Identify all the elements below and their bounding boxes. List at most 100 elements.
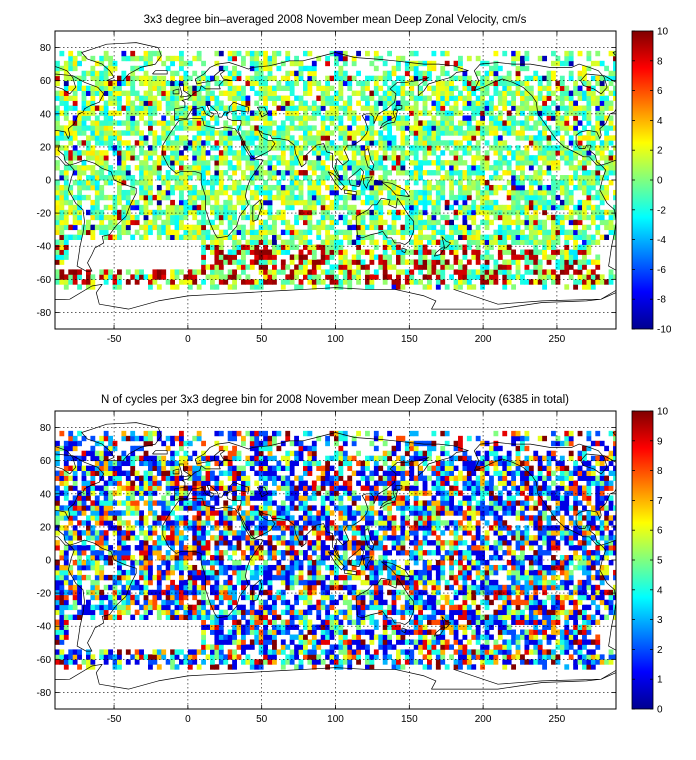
data-bin [311,634,317,640]
data-bin [183,274,189,280]
data-bin [604,75,610,82]
data-bin [537,110,543,116]
data-bin [307,244,313,250]
data-bin [431,644,437,650]
data-bin [493,120,499,126]
data-bin [524,90,530,96]
data-bin [316,55,322,62]
data-bin [511,634,517,640]
colorbar-tick-label: 6 [657,86,663,97]
data-bin [183,145,189,151]
data-bin [227,55,233,62]
data-bin [289,110,295,116]
data-bin [90,130,96,136]
data-bin [249,264,255,270]
data-bin [577,165,583,171]
data-bin [453,659,459,665]
data-bin [493,170,499,176]
data-bin [409,130,415,136]
data-bin [276,85,282,91]
data-bin [325,249,330,255]
data-bin [249,175,255,181]
data-bin [511,639,517,645]
data-bin [449,189,455,196]
data-bin [400,140,406,146]
data-bin [413,234,419,240]
data-bin [130,150,136,156]
data-bin [103,75,109,82]
data-bin [316,234,322,240]
data-bin [272,214,277,221]
data-bin [418,649,423,655]
data-bin [267,175,273,181]
data-bin [551,194,556,201]
data-bin [201,199,206,206]
data-bin [267,160,273,166]
data-bin [409,85,415,91]
data-bin [378,219,384,226]
data-bin [68,184,74,191]
data-bin [573,130,579,136]
data-bin [218,654,224,660]
data-bin [196,120,202,126]
data-bin [232,649,237,655]
data-bin [303,100,308,106]
data-bin [307,184,313,191]
data-bin [72,659,78,665]
data-bin [400,209,406,216]
data-bin [378,180,384,186]
data-bin [418,130,423,136]
data-bin [267,214,273,221]
data-bin [413,50,419,57]
data-bin [542,634,548,640]
data-bin [205,199,211,206]
data-bin [294,229,299,236]
data-bin [103,279,109,285]
data-bin [325,214,330,221]
data-bin [356,259,361,265]
data-bin [400,259,406,265]
data-bin [72,105,78,111]
data-bin [444,219,450,226]
data-bin [236,239,242,245]
data-bin [342,274,348,280]
data-bin [356,234,361,240]
data-bin [369,639,375,645]
data-bin [245,155,251,161]
data-bin [55,209,60,216]
data-bin [431,115,437,121]
data-bin [435,80,441,87]
data-bin [249,209,255,216]
data-bin [537,180,543,186]
data-bin [294,70,299,77]
data-bin [582,664,587,670]
data-bin [520,239,525,245]
data-bin [542,184,548,191]
data-bin [444,80,450,87]
data-bin [311,629,317,635]
data-bin [294,75,299,82]
data-bin [462,234,468,240]
data-bin [360,125,366,131]
data-bin [325,239,330,245]
data-bin [524,100,530,106]
data-bin [427,279,432,285]
data-bin [214,75,220,82]
data-bin [365,130,370,136]
data-bin [187,234,193,240]
data-bin [108,175,113,181]
data-bin [515,155,521,161]
data-bin [577,269,583,275]
data-bin [400,229,406,236]
data-bin [484,189,490,196]
data-bin [449,244,455,250]
data-bin [294,269,299,275]
data-bin [338,264,344,270]
data-bin [125,609,131,616]
data-bin [316,259,322,265]
data-bin [241,214,246,221]
data-bin [267,259,273,265]
data-bin [63,65,69,72]
data-bin [502,184,508,191]
data-bin [373,624,379,630]
